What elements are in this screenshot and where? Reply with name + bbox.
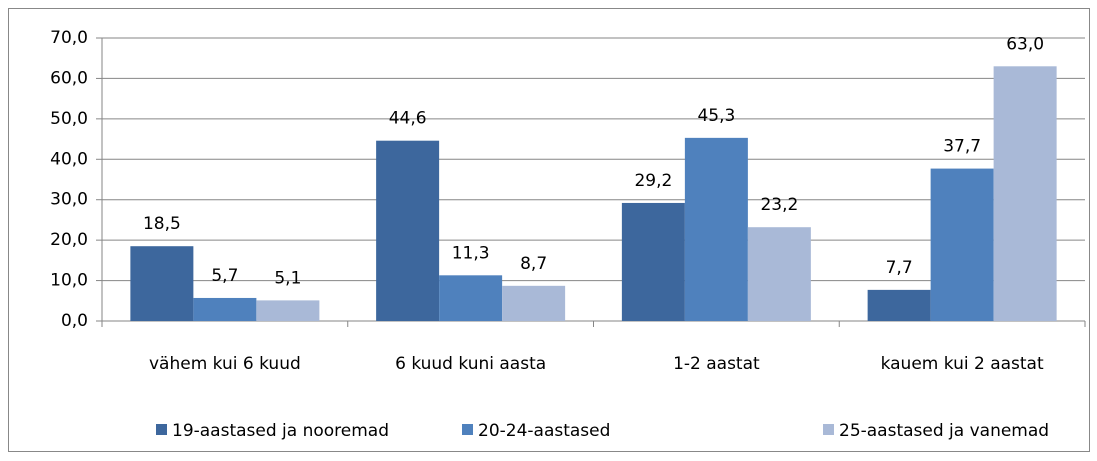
x-tick-label: kauem kui 2 aastat <box>881 354 1044 374</box>
bar <box>684 137 748 321</box>
bar <box>930 168 994 321</box>
legend-swatch <box>462 424 473 435</box>
bar <box>502 285 566 321</box>
bar <box>256 300 320 321</box>
bar <box>130 246 194 321</box>
y-tick-label: 70,0 <box>50 28 88 48</box>
legend-swatch <box>823 424 834 435</box>
value-label: 8,7 <box>520 254 547 274</box>
y-tick-label: 10,0 <box>50 271 88 291</box>
legend-label: 19-aastased ja nooremad <box>172 421 389 441</box>
value-label: 7,7 <box>886 258 913 278</box>
value-label: 29,2 <box>634 171 672 191</box>
value-label: 45,3 <box>697 106 735 126</box>
value-label: 63,0 <box>1006 34 1044 54</box>
legend-label: 25-aastased ja vanemad <box>839 421 1049 441</box>
value-label: 11,3 <box>452 243 490 263</box>
value-label: 5,1 <box>274 268 301 288</box>
legend-swatch <box>156 424 167 435</box>
y-tick-label: 50,0 <box>50 109 88 129</box>
bar <box>439 275 503 321</box>
value-label: 23,2 <box>760 195 798 215</box>
x-tick-label: 1-2 aastat <box>673 354 760 374</box>
value-label: 44,6 <box>389 109 427 129</box>
x-tick-label: vähem kui 6 kuud <box>149 354 301 374</box>
legend-label: 20-24-aastased <box>478 421 610 441</box>
y-tick-label: 60,0 <box>50 68 88 88</box>
y-tick-label: 20,0 <box>50 230 88 250</box>
bar <box>867 289 931 321</box>
value-label: 5,7 <box>211 266 238 286</box>
bar <box>193 297 257 321</box>
value-label: 37,7 <box>943 137 981 157</box>
y-tick-label: 30,0 <box>50 190 88 210</box>
bar <box>993 66 1057 321</box>
value-label: 18,5 <box>143 214 181 234</box>
x-tick-label: 6 kuud kuni aasta <box>395 354 546 374</box>
chart-border <box>8 8 1090 452</box>
y-tick-label: 0,0 <box>61 311 88 331</box>
bar <box>621 202 685 321</box>
bar <box>747 227 811 321</box>
bar <box>376 140 440 321</box>
y-tick-label: 40,0 <box>50 149 88 169</box>
